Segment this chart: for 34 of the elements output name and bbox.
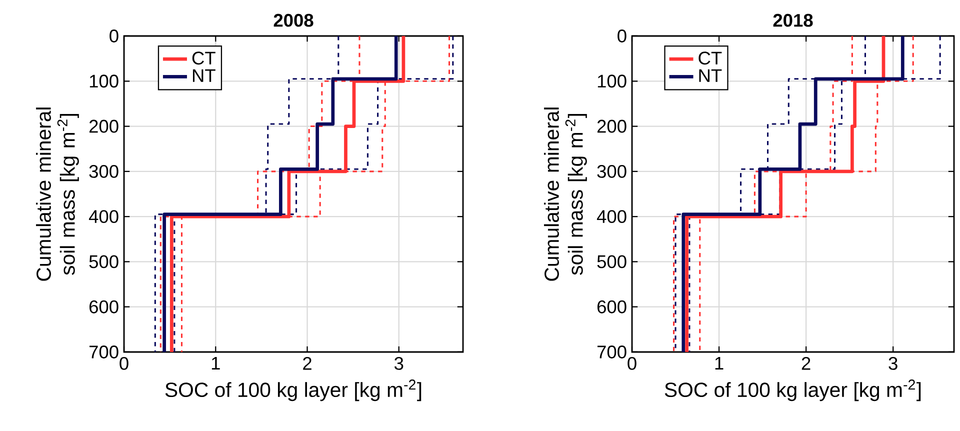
y-tick-label: 200 <box>89 120 118 133</box>
y-axis-title: Cumulative mineral soil mass [kg m$^{-2}$] <box>544 108 587 281</box>
y-tick-label: 0 <box>110 30 118 42</box>
x-tick-label: 2 <box>303 356 312 370</box>
legend-label: NT <box>699 69 722 82</box>
y-tick-label: 500 <box>89 255 118 268</box>
legend-label: NT <box>192 69 216 82</box>
y-tick-label: 600 <box>597 300 626 314</box>
y-tick-label: 200 <box>597 120 626 133</box>
x-tick-label: 1 <box>715 356 724 370</box>
chart-title: 2008 <box>274 14 314 27</box>
y-tick-label: 400 <box>596 210 626 224</box>
y-tick-label: 600 <box>89 300 118 314</box>
chart-title: 2018 <box>773 14 813 27</box>
x-axis-title: SOC of 100 kg layer [kg m$^{-2}$] <box>664 380 921 402</box>
x-axis-title: SOC of 100 kg layer [kg m$^{-2}$] <box>165 380 422 402</box>
x-tick-label: 3 <box>394 356 404 370</box>
y-tick-label: 300 <box>597 164 626 178</box>
y-tick-label: 700 <box>597 346 626 358</box>
y-axis-title: Cumulative mineral soil mass [kg m$^{-2}$] <box>36 108 79 281</box>
y-tick-label: 100 <box>598 74 626 88</box>
x-tick-label: 0 <box>120 356 128 370</box>
y-tick-label: 300 <box>89 164 118 178</box>
legend-label: CT <box>192 52 216 65</box>
x-tick-label: 2 <box>802 356 810 370</box>
legend-label: CT <box>698 52 722 65</box>
y-tick-label: 100 <box>90 74 118 88</box>
x-tick-label: 1 <box>212 356 220 370</box>
y-tick-label: 400 <box>88 210 118 224</box>
x-tick-label: 3 <box>888 356 898 370</box>
y-tick-label: 700 <box>90 346 118 358</box>
x-tick-label: 0 <box>628 356 636 370</box>
y-tick-label: 500 <box>597 255 626 268</box>
y-tick-label: 0 <box>618 30 626 42</box>
